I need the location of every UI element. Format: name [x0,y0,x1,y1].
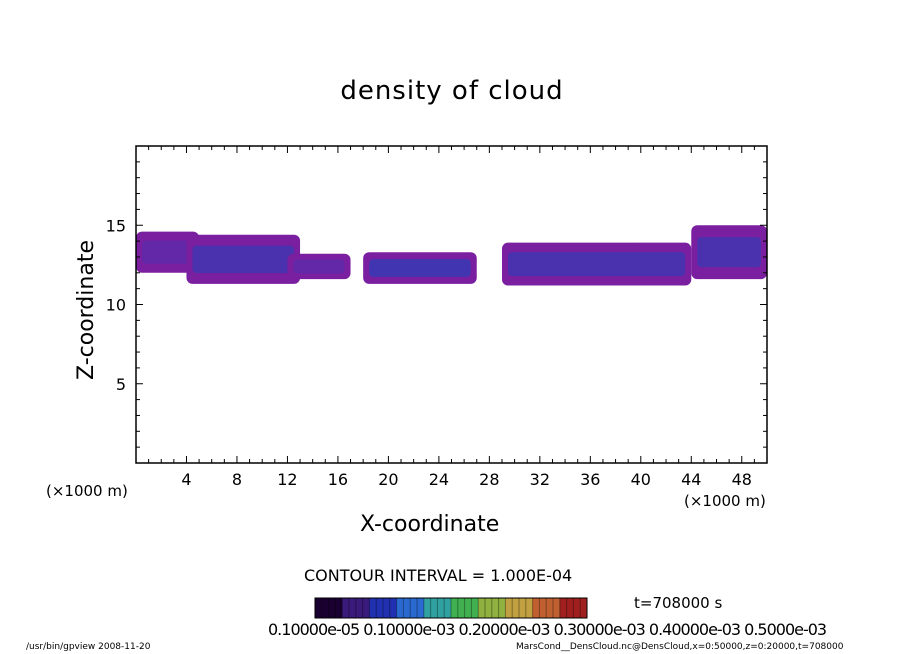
x-tick-label: 36 [580,470,600,489]
cloud-core-1 [192,245,295,274]
colorbar-swatch-2 [369,598,398,618]
x-tick-label: 40 [631,470,651,489]
x-tick-label: 44 [681,470,701,489]
x-unit-right: (×1000 m) [684,492,766,510]
axis-ticks [136,146,767,463]
x-tick-label: 32 [530,470,550,489]
x-unit-left: (×1000 m) [46,482,128,500]
colorbar-swatch-5 [451,598,479,618]
x-tick-label: 48 [732,470,752,489]
footer-left: /usr/bin/gpview 2008-11-20 [26,642,151,652]
contour-interval-label: CONTOUR INTERVAL = 1.000E-04 [304,566,573,585]
cloud-core-2 [293,259,345,274]
time-label: t=708000 s [634,594,723,612]
colorbar-swatch-8 [532,598,561,618]
x-tick-label: 28 [479,470,499,489]
colorbar-swatch-7 [505,598,534,618]
colorbar-labels: 0.10000e-05 0.10000e-03 0.20000e-03 0.30… [268,620,827,639]
colorbar-swatch-4 [423,598,452,618]
cloud-core-0 [142,240,194,264]
y-tick-label: 5 [116,375,126,394]
y-tick-label: 10 [106,296,126,315]
x-tick-label: 16 [328,470,348,489]
x-tick-label: 20 [378,470,398,489]
cloud-core-3 [369,259,471,277]
colorbar-swatch-1 [342,598,370,618]
x-axis-label: X-coordinate [360,512,500,537]
colorbar-swatch-3 [396,598,425,618]
cloud-core-4 [507,252,686,277]
y-tick-label: 15 [106,216,126,235]
x-tick-label: 8 [232,470,242,489]
x-tick-label: 12 [277,470,297,489]
cloud-core-5 [697,237,761,268]
colorbar-frame [314,597,588,619]
colorbar-swatch-0 [315,598,343,618]
y-axis-label: Z-coordinate [74,240,99,380]
plot-frame [135,145,768,464]
cloud-layer [136,225,767,286]
cloud-region-0 [136,231,200,273]
colorbar-swatch-6 [478,598,506,618]
footer-right: MarsCond__DensCloud.nc@DensCloud,x=0:500… [516,642,844,652]
cloud-region-2 [287,253,351,280]
x-tick-label: 24 [429,470,449,489]
colorbar-swatch-9 [559,598,588,618]
colorbar [314,597,588,619]
chart-title: density of cloud [340,76,564,106]
x-tick-label: 4 [181,470,191,489]
